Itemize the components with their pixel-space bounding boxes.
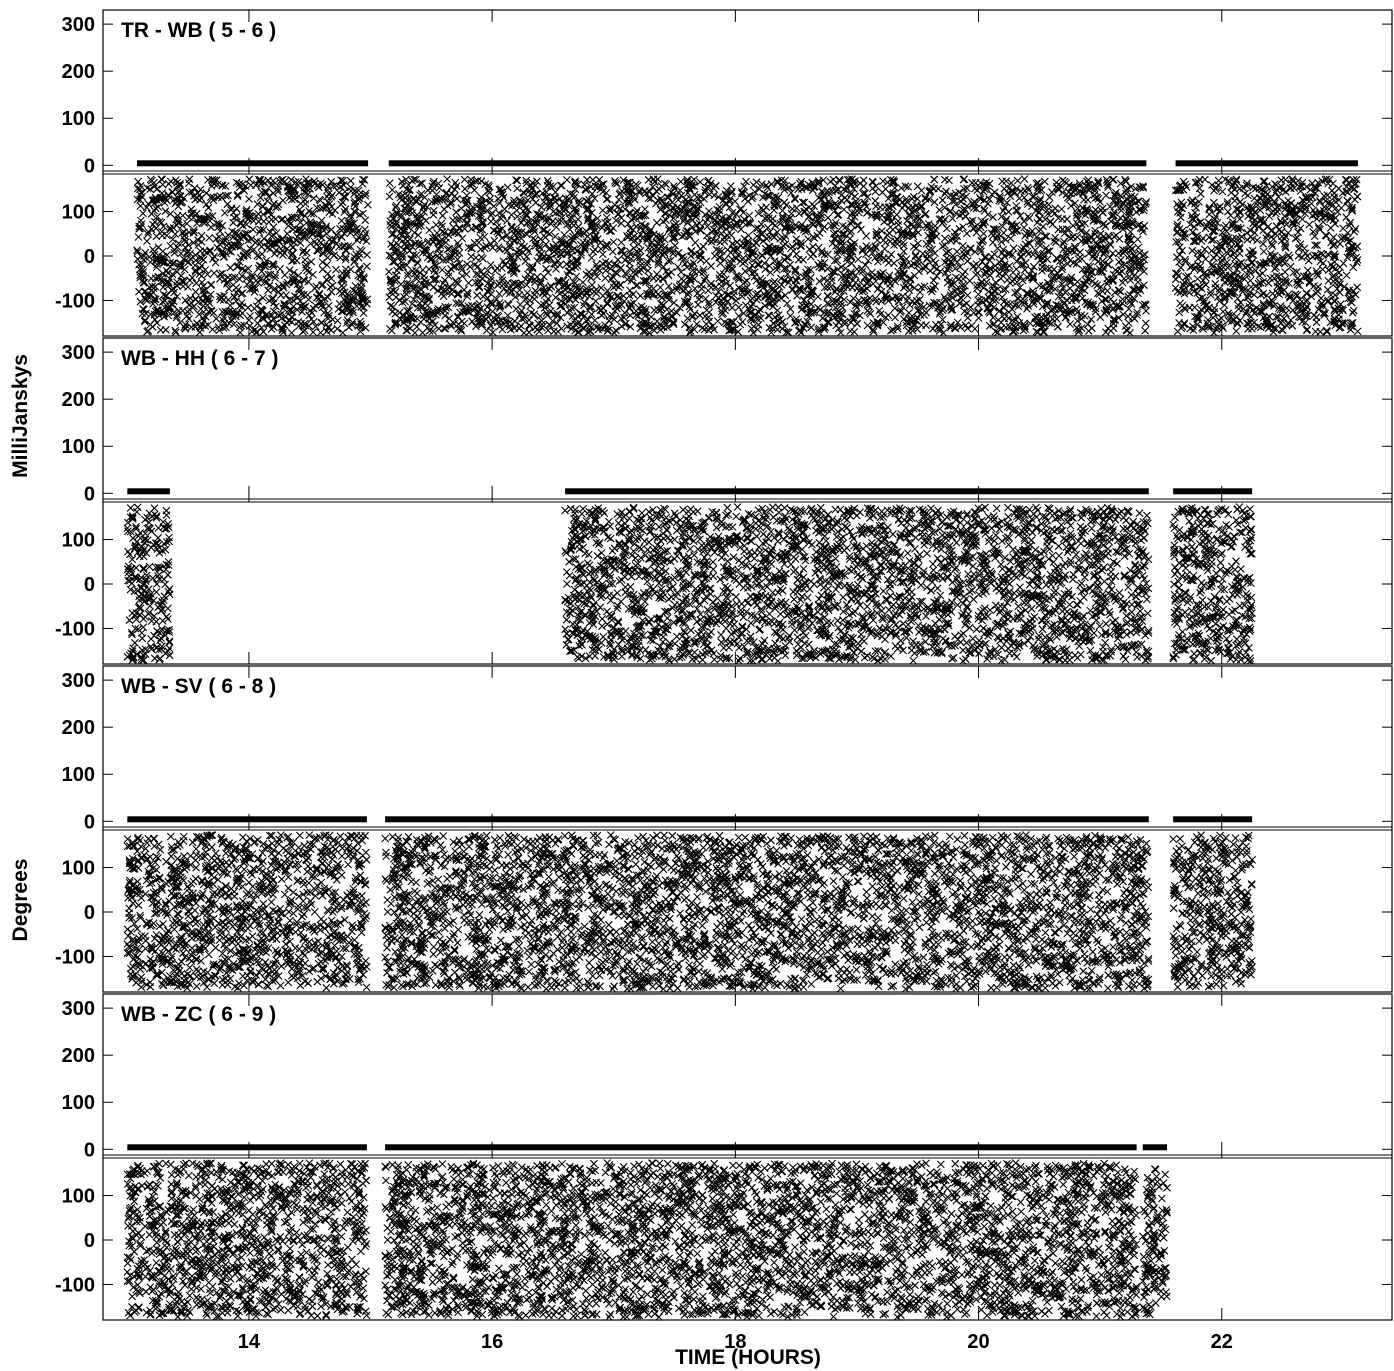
amplitude-tick-label: 200 <box>62 717 95 739</box>
panel-frame <box>102 9 1393 337</box>
baseline-title: TR - WB ( 5 - 6 ) <box>121 19 276 42</box>
panel-1: 0 100 200 300 -100 0 100 TR - WB ( 5 - 6 ) <box>55 9 1393 337</box>
panel-2: 0 100 200 300 -100 0 100 WB - HH ( 6 - 7 ) <box>55 337 1393 665</box>
amplitude-tick-label: 300 <box>62 670 95 692</box>
amplitude-points <box>127 816 367 823</box>
amplitude-points <box>565 488 1149 495</box>
phase-points <box>1169 503 1256 665</box>
phase-points <box>123 503 174 665</box>
x-tick-label: 20 <box>967 1331 989 1353</box>
amplitude-tick-label: 0 <box>84 811 95 833</box>
phase-points <box>385 175 1151 337</box>
data-marks-4 <box>123 1144 1171 1321</box>
data-marks-3 <box>123 816 1256 993</box>
phase-tick-label: 100 <box>62 202 95 224</box>
amplitude-points <box>385 1144 1137 1151</box>
phase-tick-label: 0 <box>84 574 95 596</box>
amplitude-tick-label: 300 <box>62 998 95 1020</box>
amplitude-points <box>385 816 1149 823</box>
x-axis-tick-labels: 14 16 18 20 22 <box>238 1331 1233 1353</box>
phase-points <box>381 1159 1141 1321</box>
x-tick-label: 18 <box>724 1331 746 1353</box>
amplitude-tick-label: 100 <box>62 436 95 458</box>
phase-tick-label: 0 <box>84 1230 95 1252</box>
amplitude-tick-label: 0 <box>84 155 95 177</box>
phase-tick-label: 100 <box>62 858 95 880</box>
panels-group: 0 100 200 300 -100 0 100 TR - WB ( 5 - 6 ) 0 100 2… <box>55 9 1393 1321</box>
phase-points <box>381 831 1153 993</box>
phase-points <box>1139 1165 1171 1319</box>
baseline-title: WB - HH ( 6 - 7 ) <box>121 347 279 370</box>
phase-tick-label: -100 <box>55 946 95 968</box>
phase-points <box>133 175 372 337</box>
panel-frame <box>102 993 1393 1321</box>
baseline-title: WB - SV ( 6 - 8 ) <box>121 675 276 698</box>
amplitude-tick-label: 100 <box>62 764 95 786</box>
amplitude-points <box>1173 488 1253 495</box>
panel-frame <box>102 665 1393 993</box>
phase-tick-label: 0 <box>84 902 95 924</box>
amplitude-points <box>1173 816 1253 823</box>
phase-points <box>123 1159 371 1321</box>
amplitude-tick-label: 100 <box>62 108 95 130</box>
phase-tick-label: 100 <box>62 1186 95 1208</box>
phase-points <box>1171 175 1362 337</box>
y-axis-label-amplitude: MilliJanskys <box>9 354 32 478</box>
amplitude-points <box>127 488 170 495</box>
amplitude-tick-label: 0 <box>84 483 95 505</box>
amplitude-tick-label: 100 <box>62 1092 95 1114</box>
amplitude-tick-label: 0 <box>84 1139 95 1161</box>
x-axis-label: TIME (HOURS) <box>675 1346 821 1369</box>
data-marks-1 <box>133 160 1362 337</box>
y-axis-label-phase: Degrees <box>9 859 32 942</box>
phase-tick-label: 0 <box>84 246 95 268</box>
amplitude-points <box>127 1144 367 1151</box>
x-tick-label: 16 <box>481 1331 503 1353</box>
phase-tick-label: -100 <box>55 290 95 312</box>
x-tick-label: 14 <box>238 1331 261 1353</box>
amplitude-tick-label: 300 <box>62 14 95 36</box>
amplitude-points <box>137 160 369 167</box>
x-tick-label: 22 <box>1211 1331 1233 1353</box>
amplitude-points <box>1175 160 1358 167</box>
panel-3: 0 100 200 300 -100 0 100 WB - SV ( 6 - 8 ) <box>55 665 1393 993</box>
baseline-title: WB - ZC ( 6 - 9 ) <box>121 1003 276 1026</box>
phase-points <box>561 503 1153 665</box>
amplitude-points <box>1142 1144 1168 1151</box>
phase-points <box>123 831 371 992</box>
phase-tick-label: -100 <box>55 1274 95 1296</box>
phase-points <box>1169 831 1256 991</box>
amplitude-tick-label: 200 <box>62 61 95 83</box>
amplitude-points <box>388 160 1147 167</box>
phase-tick-label: -100 <box>55 618 95 640</box>
amplitude-tick-label: 200 <box>62 1045 95 1067</box>
amplitude-tick-label: 300 <box>62 342 95 364</box>
panel-4: 0 100 200 300 -100 0 100 WB - ZC ( 6 - 9 ) <box>55 993 1393 1321</box>
amplitude-tick-label: 200 <box>62 389 95 411</box>
data-marks-2 <box>123 488 1256 665</box>
panel-frame <box>102 337 1393 665</box>
phase-tick-label: 100 <box>62 530 95 552</box>
